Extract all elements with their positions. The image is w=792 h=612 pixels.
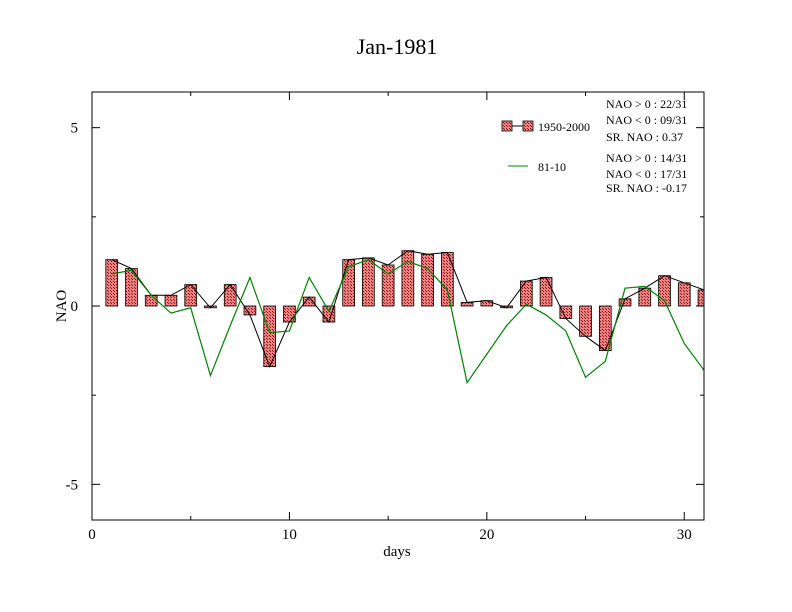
x-tick-label: 20 [479, 527, 494, 543]
stats-2-line-1: NAO > 0 : 14/31 [606, 151, 687, 165]
stats-block-1: NAO > 0 : 22/31 NAO < 0 : 09/31 SR. NAO … [606, 97, 687, 144]
bar-1950-2000 [184, 284, 198, 307]
line-1950-2000 [111, 250, 704, 368]
stats-1-line-2: NAO < 0 : 09/31 [606, 113, 687, 127]
y-axis-label: NAO [54, 290, 70, 323]
bar-1950-2000 [677, 282, 691, 307]
bar-1950-2000 [243, 305, 257, 316]
bar-1950-2000 [164, 294, 178, 307]
stats-1-line-1: NAO > 0 : 22/31 [606, 97, 687, 111]
legend-swatch-1950-2000 [501, 120, 513, 132]
y-tick-label: 0 [71, 299, 79, 315]
bar-1950-2000 [105, 259, 119, 307]
y-tick-label: -5 [66, 477, 79, 493]
bar-1950-2000 [579, 305, 592, 337]
bar-1950-2000 [223, 284, 237, 307]
legend-swatch-1950-2000-b [522, 120, 534, 132]
bar-1950-2000 [144, 294, 158, 307]
bar-1950-2000 [520, 280, 533, 307]
bar-1950-2000 [421, 253, 434, 307]
legend-label-81-10: 81-10 [538, 160, 566, 174]
bar-1950-2000 [362, 257, 375, 307]
bar-1950-2000 [401, 250, 415, 307]
bar-1950-2000 [441, 252, 454, 307]
chart-title: Jan-1981 [357, 34, 438, 59]
x-tick-label: 30 [677, 527, 692, 543]
bar-1950-2000 [559, 305, 573, 319]
line-81-10 [111, 258, 704, 385]
stats-2-line-3: SR. NAO : -0.17 [606, 181, 687, 195]
bar-1950-2000 [539, 277, 553, 307]
legend-entry-81-10: 81-10 [508, 160, 566, 174]
legend-label-1950-2000: 1950-2000 [538, 120, 590, 134]
legend: 1950-2000 81-10 [501, 120, 590, 174]
bar-1950-2000 [460, 302, 474, 307]
x-tick-label: 10 [282, 527, 297, 543]
stats-2-line-2: NAO < 0 : 17/31 [606, 167, 687, 181]
stats-block-2: NAO > 0 : 14/31 NAO < 0 : 17/31 SR. NAO … [606, 151, 687, 195]
y-tick-label: 5 [71, 121, 79, 137]
stats-1-line-3: SR. NAO : 0.37 [606, 130, 683, 144]
legend-entry-1950-2000: 1950-2000 [501, 120, 590, 134]
x-axis-label: days [383, 544, 411, 560]
x-tick-label: 0 [88, 527, 96, 543]
